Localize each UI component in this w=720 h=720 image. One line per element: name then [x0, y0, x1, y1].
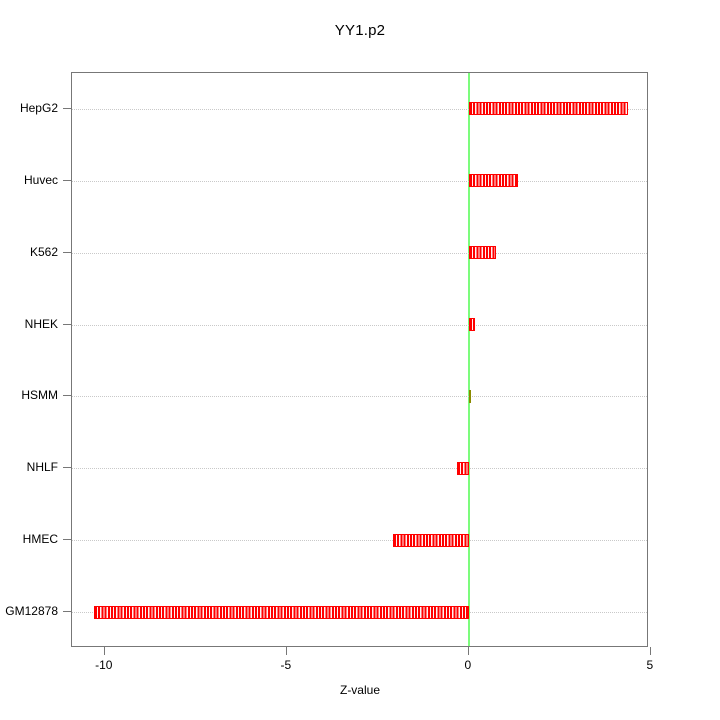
bar-hsmm — [468, 389, 471, 403]
bar-gm12878 — [93, 605, 469, 619]
bar-hepg2 — [468, 102, 628, 116]
y-tick-mark — [63, 179, 71, 181]
y-tick-label-nhek: NHEK — [24, 316, 58, 331]
y-tick-label-nhlf: NHLF — [26, 460, 58, 475]
y-tick-mark — [63, 467, 71, 469]
gridline — [72, 252, 647, 254]
x-tick-mark — [103, 647, 105, 655]
gridline — [72, 396, 647, 398]
y-tick-mark — [63, 539, 71, 541]
x-tick-label--10: -10 — [95, 658, 113, 672]
chart-title: YY1.p2 — [334, 22, 386, 39]
x-tick-mark — [467, 647, 469, 655]
bar-nhlf — [456, 461, 469, 475]
x-tick-mark — [649, 647, 651, 655]
x-axis-title: Z-value — [339, 683, 380, 697]
gridline — [72, 324, 647, 326]
y-tick-label-k562: K562 — [29, 244, 58, 259]
zero-reference-line — [467, 73, 470, 646]
y-tick-label-hepg2: HepG2 — [19, 100, 58, 115]
x-tick-label-0: 0 — [464, 658, 472, 672]
gridline — [72, 468, 647, 470]
x-tick-label-5: 5 — [646, 658, 654, 672]
y-tick-mark — [63, 107, 71, 109]
bar-hmec — [392, 533, 469, 547]
plot-area — [71, 72, 648, 647]
y-tick-mark — [63, 611, 71, 613]
bar-k562 — [468, 246, 497, 260]
y-tick-label-hmec: HMEC — [22, 532, 58, 547]
y-tick-mark — [63, 323, 71, 325]
y-tick-label-huvec: Huvec — [23, 172, 58, 187]
gridline — [72, 180, 647, 182]
x-tick-mark — [285, 647, 287, 655]
y-tick-mark — [63, 395, 71, 397]
y-tick-label-gm12878: GM12878 — [5, 604, 58, 619]
gridline — [72, 108, 647, 110]
x-tick-label--5: -5 — [280, 658, 292, 672]
y-tick-label-hsmm: HSMM — [21, 388, 58, 403]
y-tick-mark — [63, 251, 71, 253]
gridline — [72, 540, 647, 542]
bar-huvec — [468, 174, 518, 188]
bar-nhek — [468, 318, 475, 332]
